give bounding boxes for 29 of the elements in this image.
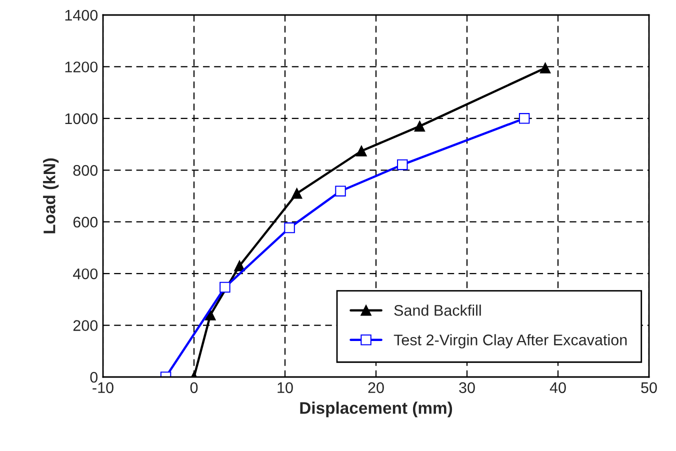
x-tick-label: 10 [278,382,293,394]
point [397,159,408,170]
point [284,222,295,234]
y-tick-label: 1400 [65,10,98,21]
x-tick-label: -10 [92,382,114,394]
y-tick-label: 1200 [65,62,98,72]
x-tick-label: 0 [190,382,198,394]
y-tick-label: 600 [73,216,98,228]
point [518,113,530,124]
x-tick-label: 40 [550,382,566,394]
y-tick-label: 1000 [65,113,98,124]
point [335,186,346,196]
x-tick-label: 30 [459,382,475,394]
y-tick-label: 200 [73,320,98,331]
point [540,62,551,74]
point [220,282,230,293]
x-axis-title: Displacement (mm) [300,402,452,418]
y-tick-label: 0 [90,372,98,383]
y-tick-label: 400 [73,268,98,280]
y-tick-label: 800 [73,165,98,176]
y-axis-title: Load (kN) [43,158,59,234]
point [414,120,426,132]
point [205,310,216,320]
legend-label: Sand Backfill [394,304,481,316]
legend-label: Test 2-Virgin Clay After Excavation [394,334,627,348]
x-tick-label: 50 [641,382,657,394]
point [291,188,302,199]
x-tick-label: 20 [368,382,384,394]
point [356,146,367,156]
